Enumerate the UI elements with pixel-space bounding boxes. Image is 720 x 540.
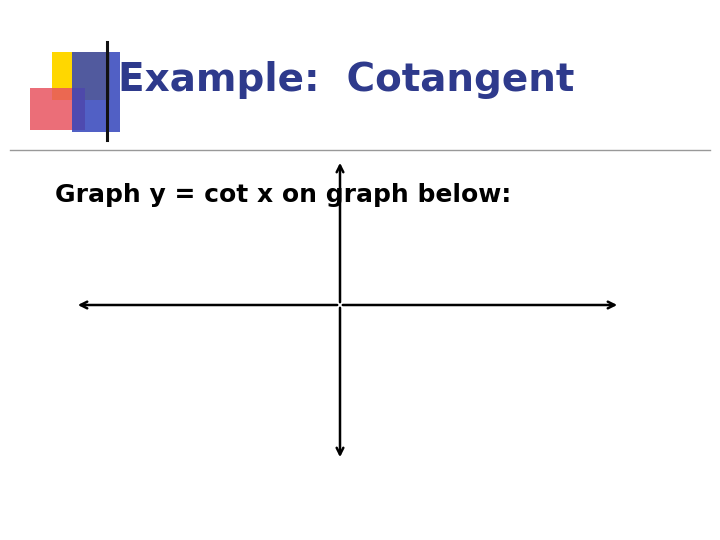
Text: Graph y = cot x on graph below:: Graph y = cot x on graph below: xyxy=(55,183,511,207)
Bar xyxy=(30,88,85,130)
Bar xyxy=(72,52,120,132)
Bar xyxy=(52,52,110,100)
Text: Example:  Cotangent: Example: Cotangent xyxy=(118,61,575,99)
